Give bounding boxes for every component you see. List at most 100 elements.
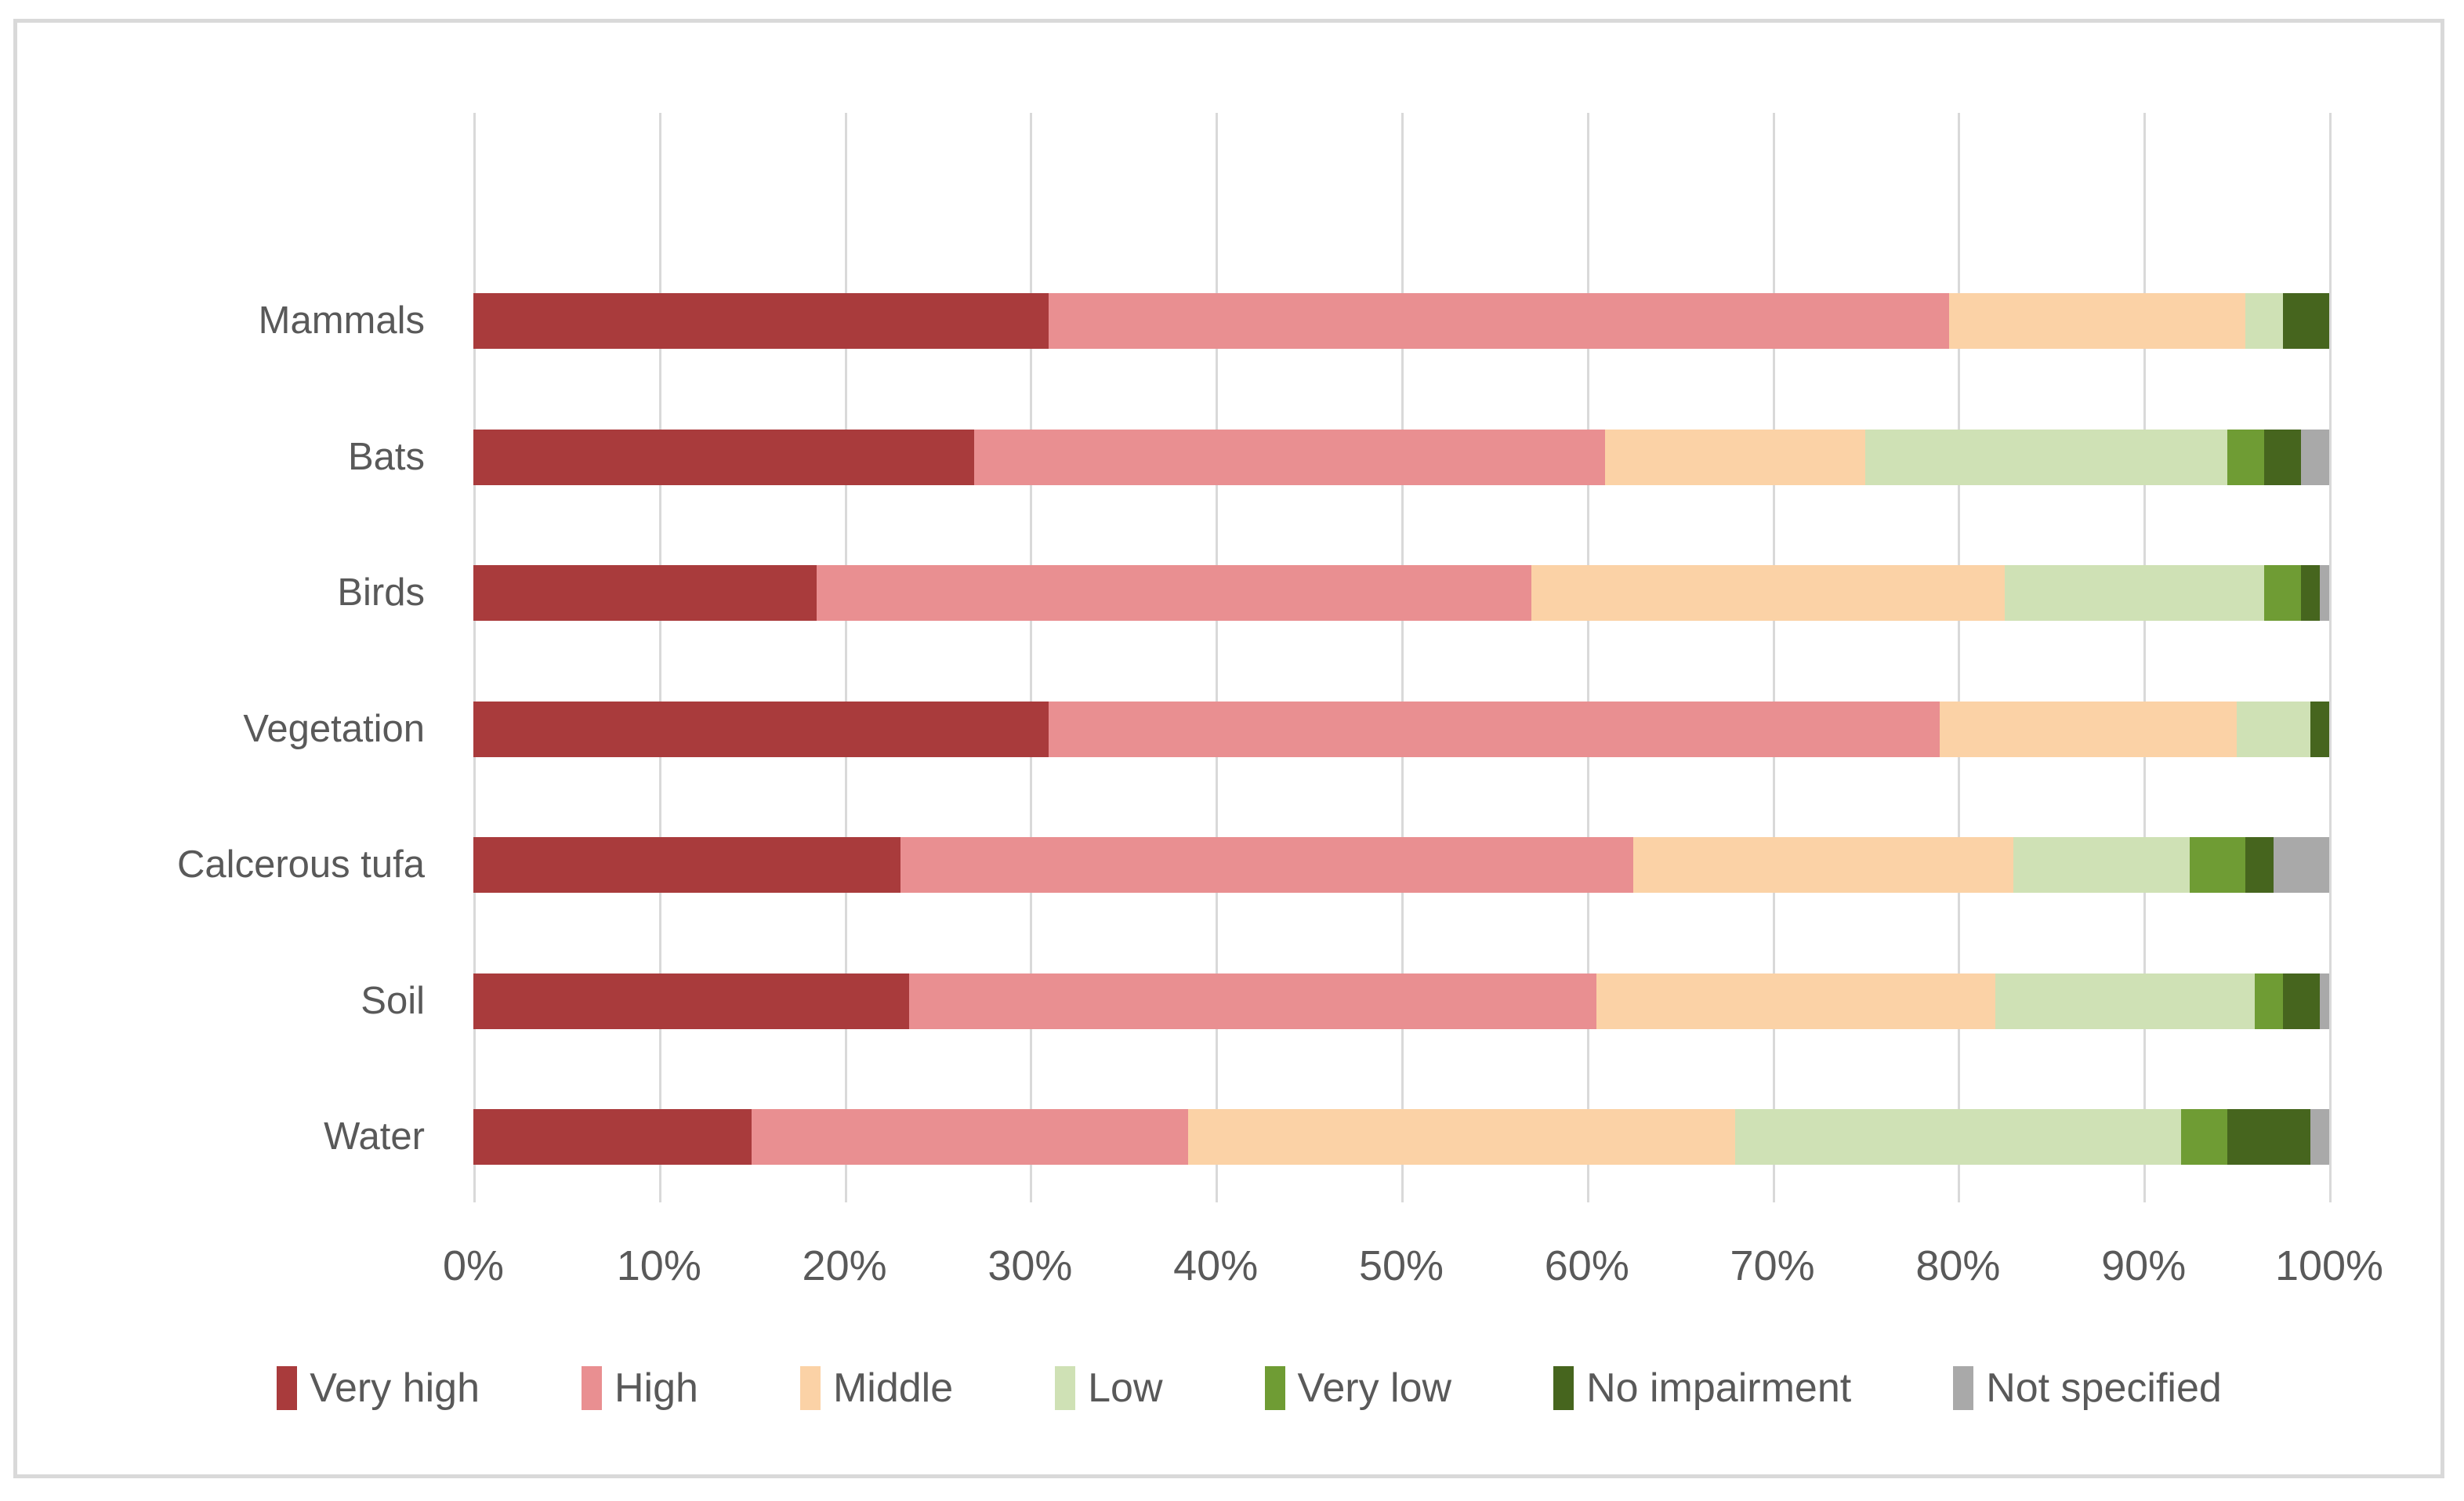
bar-segment-not-specified <box>2273 837 2329 893</box>
bar-segment-middle <box>1531 565 2005 621</box>
gridline <box>473 113 476 1202</box>
gridline <box>2143 113 2147 1202</box>
x-tick-label: 30% <box>987 1242 1073 1289</box>
legend: Very high High Middle Low Very low No impairm… <box>49 1365 2450 1412</box>
bar-segment-low <box>1735 1109 2181 1165</box>
x-tick-label: 10% <box>616 1242 701 1289</box>
bar-segment-high <box>752 1109 1188 1165</box>
legend-label: Low <box>1088 1365 1163 1411</box>
x-tick-label: 90% <box>2101 1242 2187 1289</box>
bar-segment-high <box>909 973 1596 1029</box>
bar-segment-very-high <box>473 1109 752 1165</box>
legend-swatch-icon <box>582 1366 602 1410</box>
x-tick-label: 60% <box>1544 1242 1629 1289</box>
bar-row <box>473 565 2329 621</box>
bar-segment-very-high <box>473 701 1049 757</box>
bar-segment-middle <box>1632 837 2014 893</box>
legend-swatch-icon <box>1953 1366 1974 1410</box>
legend-item: No impairment <box>1553 1365 1851 1412</box>
bar-segment-not-specified <box>2301 429 2329 485</box>
x-tick-label: 40% <box>1173 1242 1259 1289</box>
bar-segment-low <box>2236 701 2311 757</box>
x-tick-label: 80% <box>1915 1242 2001 1289</box>
legend-item: High <box>582 1365 698 1412</box>
category-label: Vegetation <box>243 707 425 750</box>
bar-segment-no-impairment <box>2264 429 2302 485</box>
bar-segment-very-low <box>2190 837 2246 893</box>
bar-segment-middle <box>1605 429 1865 485</box>
bar-segment-low <box>2013 837 2190 893</box>
bar-segment-high <box>974 429 1606 485</box>
gridline <box>1958 113 1961 1202</box>
category-label: Bats <box>347 435 425 478</box>
legend-item: Not specified <box>1953 1365 2222 1412</box>
bar-segment-very-high <box>473 293 1049 349</box>
legend-item: Very high <box>277 1365 480 1412</box>
gridline <box>1030 113 1033 1202</box>
bar-segment-no-impairment <box>2282 293 2329 349</box>
bar-segment-no-impairment <box>2282 973 2321 1029</box>
legend-swatch-icon <box>277 1366 298 1410</box>
bar-row <box>473 293 2329 349</box>
bar-segment-very-low <box>2180 1109 2227 1165</box>
bar-segment-no-impairment <box>2227 1109 2311 1165</box>
bar-row <box>473 701 2329 757</box>
bar-row <box>473 429 2329 485</box>
bar-segment-very-low <box>2255 973 2283 1029</box>
legend-swatch-icon <box>1055 1366 1076 1410</box>
x-tick-label: 0% <box>442 1242 505 1289</box>
gridline <box>844 113 847 1202</box>
category-label: Soil <box>361 979 425 1022</box>
bar-segment-middle <box>1187 1109 1736 1165</box>
bar-segment-low <box>1864 429 2227 485</box>
legend-item: Middle <box>799 1365 954 1412</box>
legend-swatch-icon <box>1553 1366 1574 1410</box>
bar-row <box>473 1109 2329 1165</box>
gridline <box>1772 113 1775 1202</box>
x-tick-label: 70% <box>1730 1242 1815 1289</box>
bar-segment-not-specified <box>2310 1109 2329 1165</box>
category-label: Water <box>324 1115 425 1158</box>
legend-item: Low <box>1055 1365 1163 1412</box>
bar-row <box>473 973 2329 1029</box>
bar-segment-high <box>1049 293 1949 349</box>
bar-segment-not-specified <box>2320 565 2329 621</box>
legend-swatch-icon <box>1264 1366 1285 1410</box>
bar-segment-no-impairment <box>2245 837 2274 893</box>
bar-segment-low <box>2245 293 2283 349</box>
x-tick-label: 20% <box>802 1242 887 1289</box>
category-label: Birds <box>337 571 425 614</box>
value-axis: 0% 10% 20% 30% 40% 50% 60% 70% 80% 90% 100% <box>17 1242 2464 1312</box>
legend-label: Not specified <box>1986 1365 2222 1411</box>
legend-label: Very low <box>1297 1365 1452 1411</box>
bar-segment-high <box>1049 701 1940 757</box>
category-label: Mammals <box>258 299 425 342</box>
chart-frame: Mammals Bats Birds Vegetation Calcerous tufa… <box>13 19 2444 1478</box>
legend-item: Very low <box>1264 1365 1452 1412</box>
gridline <box>1216 113 1219 1202</box>
legend-label: High <box>614 1365 698 1411</box>
bar-segment-high <box>817 565 1531 621</box>
legend-label: No impairment <box>1586 1365 1852 1411</box>
bar-segment-middle <box>1596 973 1995 1029</box>
legend-swatch-icon <box>799 1366 821 1410</box>
gridline <box>1401 113 1404 1202</box>
bar-segment-very-high <box>473 837 900 893</box>
bar-segment-high <box>900 837 1633 893</box>
bar-segment-very-low <box>2264 565 2302 621</box>
bar-segment-very-low <box>2227 429 2265 485</box>
bar-segment-not-specified <box>2320 973 2329 1029</box>
category-label: Calcerous tufa <box>177 843 425 886</box>
legend-label: Middle <box>832 1365 954 1411</box>
category-axis: Mammals Bats Birds Vegetation Calcerous tufa… <box>17 113 425 1202</box>
bar-segment-very-high <box>473 565 817 621</box>
legend-label: Very high <box>310 1365 480 1411</box>
bar-segment-low <box>1995 973 2256 1029</box>
bar-segment-very-high <box>473 429 975 485</box>
gridline <box>2329 113 2332 1202</box>
plot-area <box>473 113 2332 1202</box>
bar-row <box>473 837 2329 893</box>
gridline <box>658 113 661 1202</box>
gridline <box>1586 113 1589 1202</box>
